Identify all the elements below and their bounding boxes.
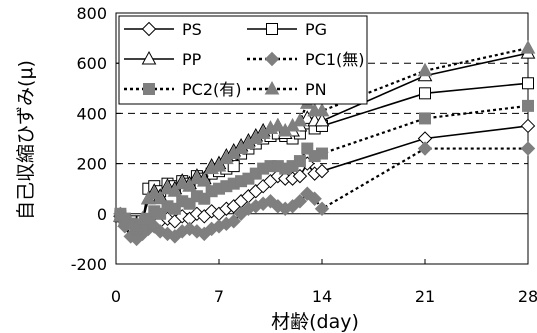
data-point	[417, 62, 433, 77]
data-point	[299, 110, 315, 124]
data-point	[419, 112, 431, 125]
legend-label: PC1(無)	[305, 50, 365, 69]
data-point	[307, 191, 322, 206]
y-tick-label: 200	[76, 155, 107, 174]
series-6	[113, 40, 536, 232]
data-point	[293, 155, 306, 168]
series-layer	[113, 40, 536, 247]
y-tick-label: 400	[76, 104, 107, 123]
data-point	[227, 160, 240, 173]
data-point	[292, 112, 308, 127]
legend: PS PG PP PC1(無) PC2(有) PN	[118, 15, 368, 105]
data-point	[292, 194, 308, 209]
legend-label: PC2(有)	[182, 80, 242, 99]
x-tick-label: 0	[111, 287, 121, 306]
legend-marker	[264, 51, 280, 67]
data-point	[292, 168, 308, 184]
data-point	[189, 170, 205, 185]
data-point	[316, 147, 328, 160]
data-point	[174, 175, 190, 190]
x-tick-label: 14	[312, 287, 332, 306]
data-point	[301, 142, 314, 155]
data-point	[520, 40, 536, 54]
x-tick-label: 21	[415, 287, 435, 306]
data-point	[314, 112, 330, 127]
data-point	[168, 202, 181, 215]
data-point	[211, 158, 227, 172]
data-point	[226, 214, 241, 229]
y-tick-label: 800	[76, 4, 107, 23]
data-point	[154, 207, 167, 220]
data-point	[314, 102, 330, 117]
data-point	[182, 178, 197, 192]
series-5	[114, 99, 534, 235]
x-axis-label: 材齢(day)	[271, 311, 359, 333]
data-point	[167, 183, 183, 197]
legend-label: PG	[305, 20, 327, 39]
data-point	[314, 201, 330, 216]
data-point	[520, 141, 536, 156]
legend-marker	[266, 23, 278, 35]
data-point	[196, 173, 212, 187]
legend-label: PP	[182, 50, 202, 69]
data-point	[183, 197, 196, 210]
x-tick-label: 28	[518, 287, 537, 306]
data-point	[129, 218, 144, 232]
data-point	[135, 210, 150, 225]
data-point	[270, 117, 286, 132]
data-point	[314, 163, 330, 179]
data-point	[522, 77, 534, 90]
y-tick-label: 0	[97, 205, 107, 224]
legend-marker	[264, 80, 280, 95]
y-axis-label: 自己収縮ひずみ(μ)	[15, 60, 37, 220]
data-point	[522, 99, 534, 112]
legend-marker	[141, 50, 157, 65]
legend-label: PN	[305, 80, 327, 99]
data-point	[520, 118, 536, 134]
data-point	[198, 192, 211, 205]
x-tick-label: 7	[214, 287, 224, 306]
legend-marker	[143, 83, 155, 95]
y-tick-label: -200	[71, 255, 107, 274]
data-point	[417, 141, 433, 156]
legend-label: PS	[182, 20, 202, 39]
data-point	[419, 87, 431, 100]
legend-marker	[141, 21, 157, 37]
data-point	[160, 180, 175, 195]
data-point	[152, 190, 168, 205]
y-tick-label: 600	[76, 54, 107, 73]
